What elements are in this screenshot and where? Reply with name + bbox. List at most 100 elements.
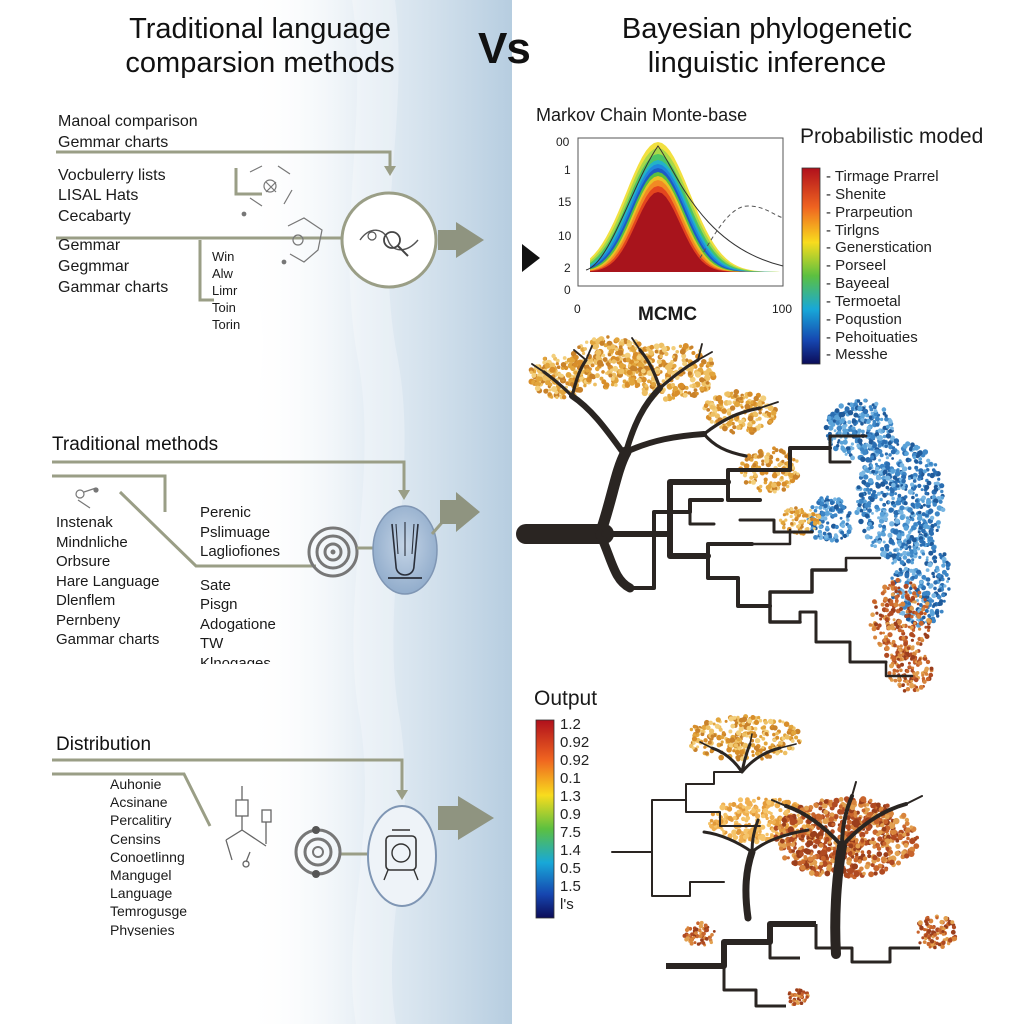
foliage-dot bbox=[747, 415, 754, 422]
foliage-dot bbox=[936, 525, 941, 529]
foliage-dot bbox=[675, 350, 679, 354]
foliage-dot bbox=[736, 809, 741, 814]
foliage-dot bbox=[912, 597, 915, 601]
foliage-dot bbox=[897, 542, 902, 547]
foliage-dot bbox=[868, 522, 872, 526]
section-heading-distribution: Distribution bbox=[56, 734, 152, 755]
foliage-dot bbox=[876, 851, 883, 857]
foliage-dot bbox=[874, 605, 878, 609]
foliage-dot bbox=[916, 569, 922, 575]
foliage-dot bbox=[923, 632, 927, 636]
foliage-dot bbox=[726, 420, 733, 427]
foliage-dot bbox=[817, 498, 822, 502]
foliage-dot bbox=[858, 498, 864, 504]
foliage-dot bbox=[935, 528, 939, 533]
foliage-dot bbox=[850, 455, 855, 461]
foliage-dot bbox=[595, 349, 602, 356]
foliage-dot bbox=[720, 735, 725, 740]
foliage-dot bbox=[940, 489, 944, 494]
foliage-dot bbox=[790, 739, 795, 743]
foliage-dot bbox=[896, 552, 901, 557]
foliage-dot bbox=[732, 749, 736, 753]
foliage-dot bbox=[718, 399, 724, 405]
foliage-dot bbox=[861, 429, 865, 434]
foliage-dot bbox=[809, 831, 816, 838]
foliage-dot bbox=[689, 365, 695, 371]
foliage-dot bbox=[699, 377, 705, 383]
list-item: Win bbox=[212, 249, 235, 264]
foliage-dot bbox=[849, 402, 854, 408]
foliage-dot bbox=[909, 581, 913, 585]
foliage-dot bbox=[768, 820, 774, 825]
foliage-dot bbox=[756, 715, 761, 720]
foliage-dot bbox=[833, 497, 837, 502]
foliage-dot bbox=[891, 639, 896, 644]
foliage-dot bbox=[542, 360, 547, 365]
foliage-dot bbox=[744, 457, 749, 462]
foliage-dot bbox=[942, 927, 946, 931]
foliage-dot bbox=[610, 344, 616, 350]
foliage-dot bbox=[879, 617, 883, 621]
foliage-dot bbox=[891, 829, 897, 835]
foliage-dot bbox=[779, 749, 783, 753]
foliage-dot bbox=[864, 534, 871, 540]
foliage-dot bbox=[718, 727, 723, 732]
foliage-dot bbox=[823, 503, 828, 509]
foliage-dot bbox=[802, 999, 805, 1002]
foliage-dot bbox=[907, 507, 913, 513]
foliage-dot bbox=[758, 411, 762, 415]
foliage-dot bbox=[694, 927, 699, 932]
foliage-dot bbox=[846, 819, 853, 825]
list-item: Censins bbox=[110, 830, 161, 847]
foliage-dot bbox=[916, 618, 919, 621]
foliage-dot bbox=[823, 850, 828, 855]
list-item: Sate bbox=[200, 576, 231, 594]
probabilistic-legend: Tirmage Prarrel Shenite Prarpeution Tirl… bbox=[826, 168, 1022, 364]
foliage-dot bbox=[672, 385, 679, 392]
foliage-dot bbox=[793, 474, 799, 480]
foliage-dot bbox=[756, 808, 761, 813]
foliage-dot bbox=[882, 509, 887, 513]
foliage-dot bbox=[764, 797, 768, 801]
scale-tick-label: 1.4 bbox=[560, 842, 581, 859]
foliage-dot bbox=[865, 487, 870, 492]
foliage-dot bbox=[842, 428, 847, 433]
foliage-dot bbox=[904, 572, 910, 578]
foliage-dot bbox=[860, 422, 864, 426]
foliage-dot bbox=[888, 444, 893, 450]
foliage-dot bbox=[781, 481, 787, 487]
foliage-dot bbox=[631, 377, 635, 381]
foliage-dot bbox=[651, 382, 656, 387]
foliage-dot bbox=[826, 521, 830, 525]
foliage-dot bbox=[661, 379, 666, 383]
foliage-dot bbox=[793, 993, 797, 997]
foliage-dot bbox=[707, 936, 711, 939]
foliage-dot bbox=[781, 736, 786, 741]
foliage-dot bbox=[890, 469, 895, 474]
foliage-dot bbox=[819, 525, 823, 529]
foliage-dot bbox=[730, 723, 736, 729]
foliage-dot bbox=[777, 462, 782, 468]
foliage-dot bbox=[916, 515, 923, 522]
foliage-dot bbox=[828, 534, 833, 539]
foliage-dot bbox=[762, 808, 769, 814]
foliage-dot bbox=[656, 359, 662, 365]
foliage-dot bbox=[892, 529, 899, 535]
foliage-dot bbox=[890, 449, 896, 455]
foliage-dot bbox=[885, 475, 891, 481]
foliage-dot bbox=[895, 843, 901, 850]
foliage-dot bbox=[877, 533, 882, 538]
foliage-dot bbox=[681, 358, 686, 363]
foliage-dot bbox=[664, 351, 669, 357]
foliage-dot bbox=[787, 992, 791, 996]
foliage-dot bbox=[886, 625, 892, 631]
foliage-dot bbox=[818, 533, 823, 537]
foliage-dot bbox=[951, 925, 957, 930]
foliage-dot bbox=[876, 626, 880, 631]
left-section-2 bbox=[52, 460, 480, 595]
foliage-dot bbox=[938, 601, 943, 606]
foliage-dot bbox=[939, 919, 944, 925]
foliage-dot bbox=[765, 484, 771, 491]
foliage-dot bbox=[602, 357, 608, 362]
left-list-1: Manoal comparison Gemmar charts Vocbuler… bbox=[58, 112, 258, 298]
